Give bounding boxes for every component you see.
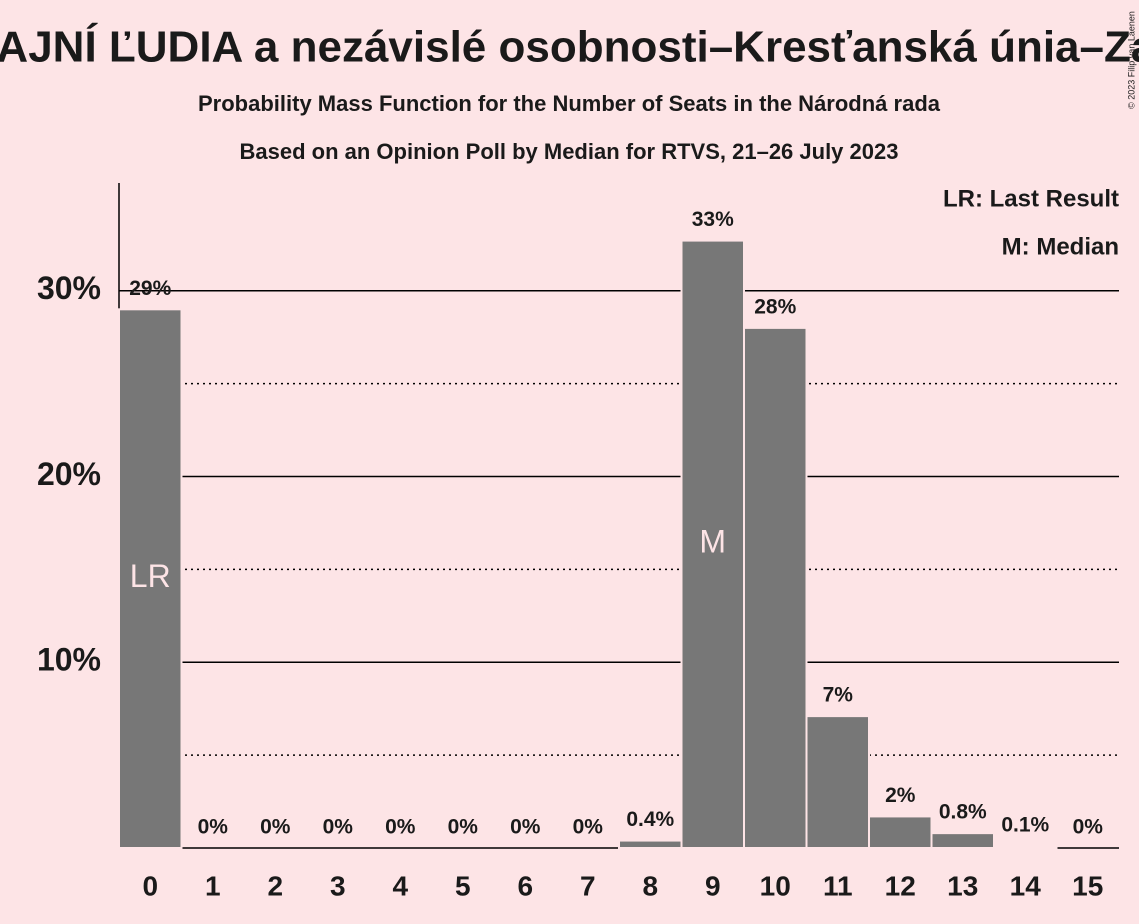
value-label: 0% [385, 816, 416, 839]
value-label: 33% [692, 208, 734, 231]
value-label: 0% [1073, 816, 1104, 839]
value-label: 0.4% [626, 808, 674, 831]
x-tick-label: 11 [823, 870, 853, 901]
x-tick-label: 9 [705, 870, 721, 901]
x-tick-label: 7 [580, 870, 596, 901]
x-tick-label: 8 [642, 870, 658, 901]
x-tick-label: 2 [267, 870, 283, 901]
x-tick-label: 10 [760, 870, 791, 901]
x-tick-label: 1 [205, 870, 221, 901]
x-tick-label: 15 [1072, 870, 1103, 901]
legend-entry: M: Median [1002, 233, 1119, 260]
x-tick-label: 3 [330, 870, 346, 901]
value-label: 0% [448, 816, 479, 839]
bar-marker: M [699, 524, 726, 560]
chart-subtitle: Probability Mass Function for the Number… [198, 91, 941, 116]
value-label: 0% [510, 816, 541, 839]
bar [868, 815, 933, 850]
value-label: 28% [754, 295, 796, 318]
bar [618, 839, 683, 849]
bar [930, 832, 995, 849]
x-tick-label: 12 [885, 870, 916, 901]
copyright: © 2023 Filip van Laenen [1126, 11, 1136, 109]
y-tick-label: 30% [37, 270, 101, 306]
legend-entry: LR: Last Result [943, 185, 1119, 212]
value-label: 0% [573, 816, 604, 839]
bar-marker: LR [130, 558, 171, 594]
chart-subtitle: Based on an Opinion Poll by Median for R… [240, 139, 899, 164]
x-tick-label: 6 [517, 870, 533, 901]
y-tick-label: 10% [37, 642, 101, 678]
bar [743, 326, 808, 850]
x-tick-label: 4 [392, 870, 408, 901]
bar [993, 845, 1058, 849]
chart-title: ČAJNÍ ĽUDIA a nezávislé osobnosti–Kresťa… [0, 21, 1139, 72]
x-tick-label: 5 [455, 870, 471, 901]
bar [118, 308, 183, 849]
y-tick-label: 20% [37, 456, 101, 492]
value-label: 0.1% [1001, 814, 1049, 837]
value-label: 0.8% [939, 801, 987, 824]
value-label: 0% [260, 816, 291, 839]
bar [805, 715, 870, 849]
x-tick-label: 0 [142, 870, 158, 901]
value-label: 0% [323, 816, 354, 839]
value-label: 0% [198, 816, 229, 839]
value-label: 7% [823, 684, 854, 707]
value-label: 2% [885, 784, 916, 807]
x-tick-label: 13 [947, 870, 978, 901]
value-label: 29% [129, 277, 171, 300]
x-tick-label: 14 [1010, 870, 1042, 901]
